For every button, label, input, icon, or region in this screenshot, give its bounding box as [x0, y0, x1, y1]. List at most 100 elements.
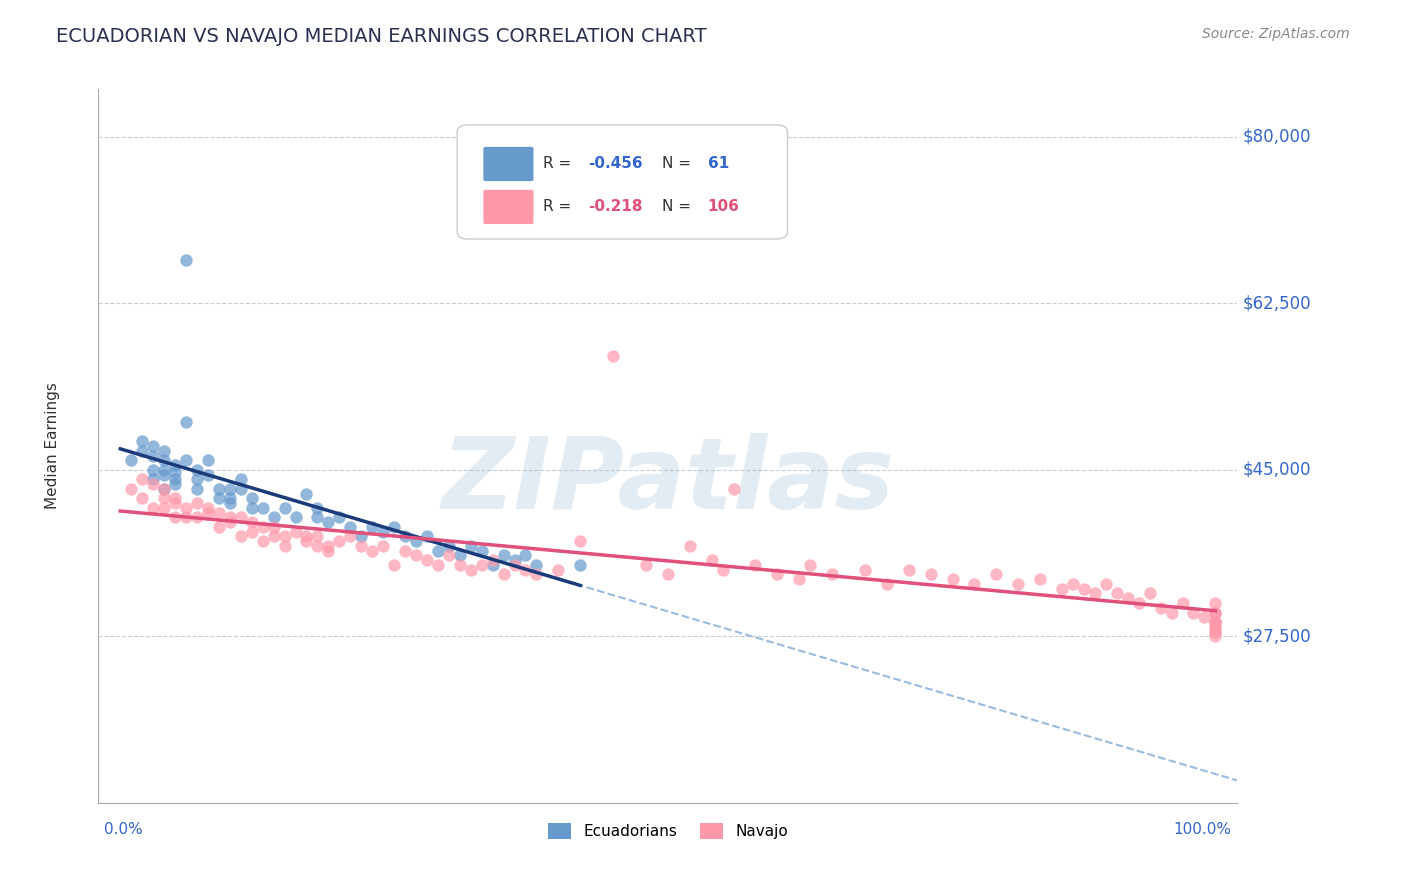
Point: [1204, 624, 1226, 639]
Point: [153, 453, 176, 467]
Point: [229, 472, 252, 486]
Point: [186, 510, 208, 524]
Point: [307, 500, 329, 515]
Point: [295, 529, 318, 543]
Point: [186, 463, 208, 477]
Point: [174, 415, 197, 429]
Text: N =: N =: [662, 156, 696, 171]
Point: [174, 253, 197, 268]
Point: [799, 558, 821, 572]
Point: [526, 558, 548, 572]
Point: [515, 549, 537, 563]
Point: [153, 482, 176, 496]
Point: [405, 534, 427, 549]
Point: [460, 563, 482, 577]
Point: [165, 477, 187, 491]
Point: [142, 439, 165, 453]
Point: [240, 524, 263, 539]
Point: [449, 558, 471, 572]
Point: [1160, 606, 1182, 620]
Point: [165, 491, 187, 506]
Point: [229, 510, 252, 524]
Point: [197, 453, 219, 467]
Point: [208, 506, 231, 520]
Text: -0.456: -0.456: [588, 156, 643, 171]
Point: [186, 482, 208, 496]
Text: 100.0%: 100.0%: [1174, 822, 1232, 837]
Point: [503, 553, 526, 567]
Point: [218, 482, 240, 496]
Point: [153, 467, 176, 482]
Point: [1194, 610, 1216, 624]
Point: [471, 543, 494, 558]
Point: [382, 520, 405, 534]
Point: [492, 567, 515, 582]
Point: [1204, 606, 1226, 620]
Point: [165, 458, 187, 472]
Point: [744, 558, 766, 572]
Point: [449, 549, 471, 563]
Point: [142, 463, 165, 477]
Point: [197, 500, 219, 515]
Point: [897, 563, 920, 577]
Point: [394, 529, 416, 543]
Point: [986, 567, 1008, 582]
Point: [515, 563, 537, 577]
Point: [153, 500, 176, 515]
Point: [602, 349, 624, 363]
Legend: Ecuadorians, Navajo: Ecuadorians, Navajo: [541, 817, 794, 845]
Point: [876, 577, 898, 591]
Point: [460, 539, 482, 553]
Text: Source: ZipAtlas.com: Source: ZipAtlas.com: [1202, 27, 1350, 41]
Point: [481, 553, 503, 567]
Point: [218, 491, 240, 506]
Point: [273, 539, 295, 553]
Point: [426, 543, 449, 558]
Point: [328, 534, 350, 549]
Point: [416, 553, 439, 567]
Point: [1204, 596, 1226, 610]
Point: [526, 567, 548, 582]
Point: [142, 500, 165, 515]
Point: [1204, 615, 1226, 629]
Point: [273, 500, 295, 515]
Point: [1062, 577, 1084, 591]
Point: [174, 510, 197, 524]
Point: [1204, 620, 1226, 634]
Point: [426, 558, 449, 572]
Text: ZIPatlas: ZIPatlas: [441, 434, 894, 530]
Point: [165, 472, 187, 486]
Point: [1149, 600, 1171, 615]
Point: [1050, 582, 1073, 596]
Point: [328, 510, 350, 524]
Point: [766, 567, 789, 582]
Point: [1204, 624, 1226, 639]
Point: [657, 567, 679, 582]
Point: [318, 543, 340, 558]
Point: [131, 491, 153, 506]
Point: [382, 558, 405, 572]
Point: [120, 482, 142, 496]
Point: [307, 529, 329, 543]
Point: [1204, 629, 1226, 643]
Point: [339, 529, 361, 543]
Point: [263, 510, 285, 524]
Point: [371, 524, 394, 539]
Point: [634, 558, 657, 572]
Point: [218, 510, 240, 524]
Point: [1139, 586, 1161, 600]
FancyBboxPatch shape: [457, 125, 787, 239]
Point: [131, 472, 153, 486]
Point: [371, 539, 394, 553]
Point: [1128, 596, 1150, 610]
Point: [252, 534, 274, 549]
Point: [700, 553, 723, 567]
Text: $62,500: $62,500: [1243, 294, 1312, 312]
Point: [416, 529, 439, 543]
Point: [437, 549, 460, 563]
Point: [1204, 606, 1226, 620]
Point: [787, 572, 810, 586]
Point: [1171, 596, 1194, 610]
Text: N =: N =: [662, 200, 696, 214]
Point: [240, 515, 263, 529]
